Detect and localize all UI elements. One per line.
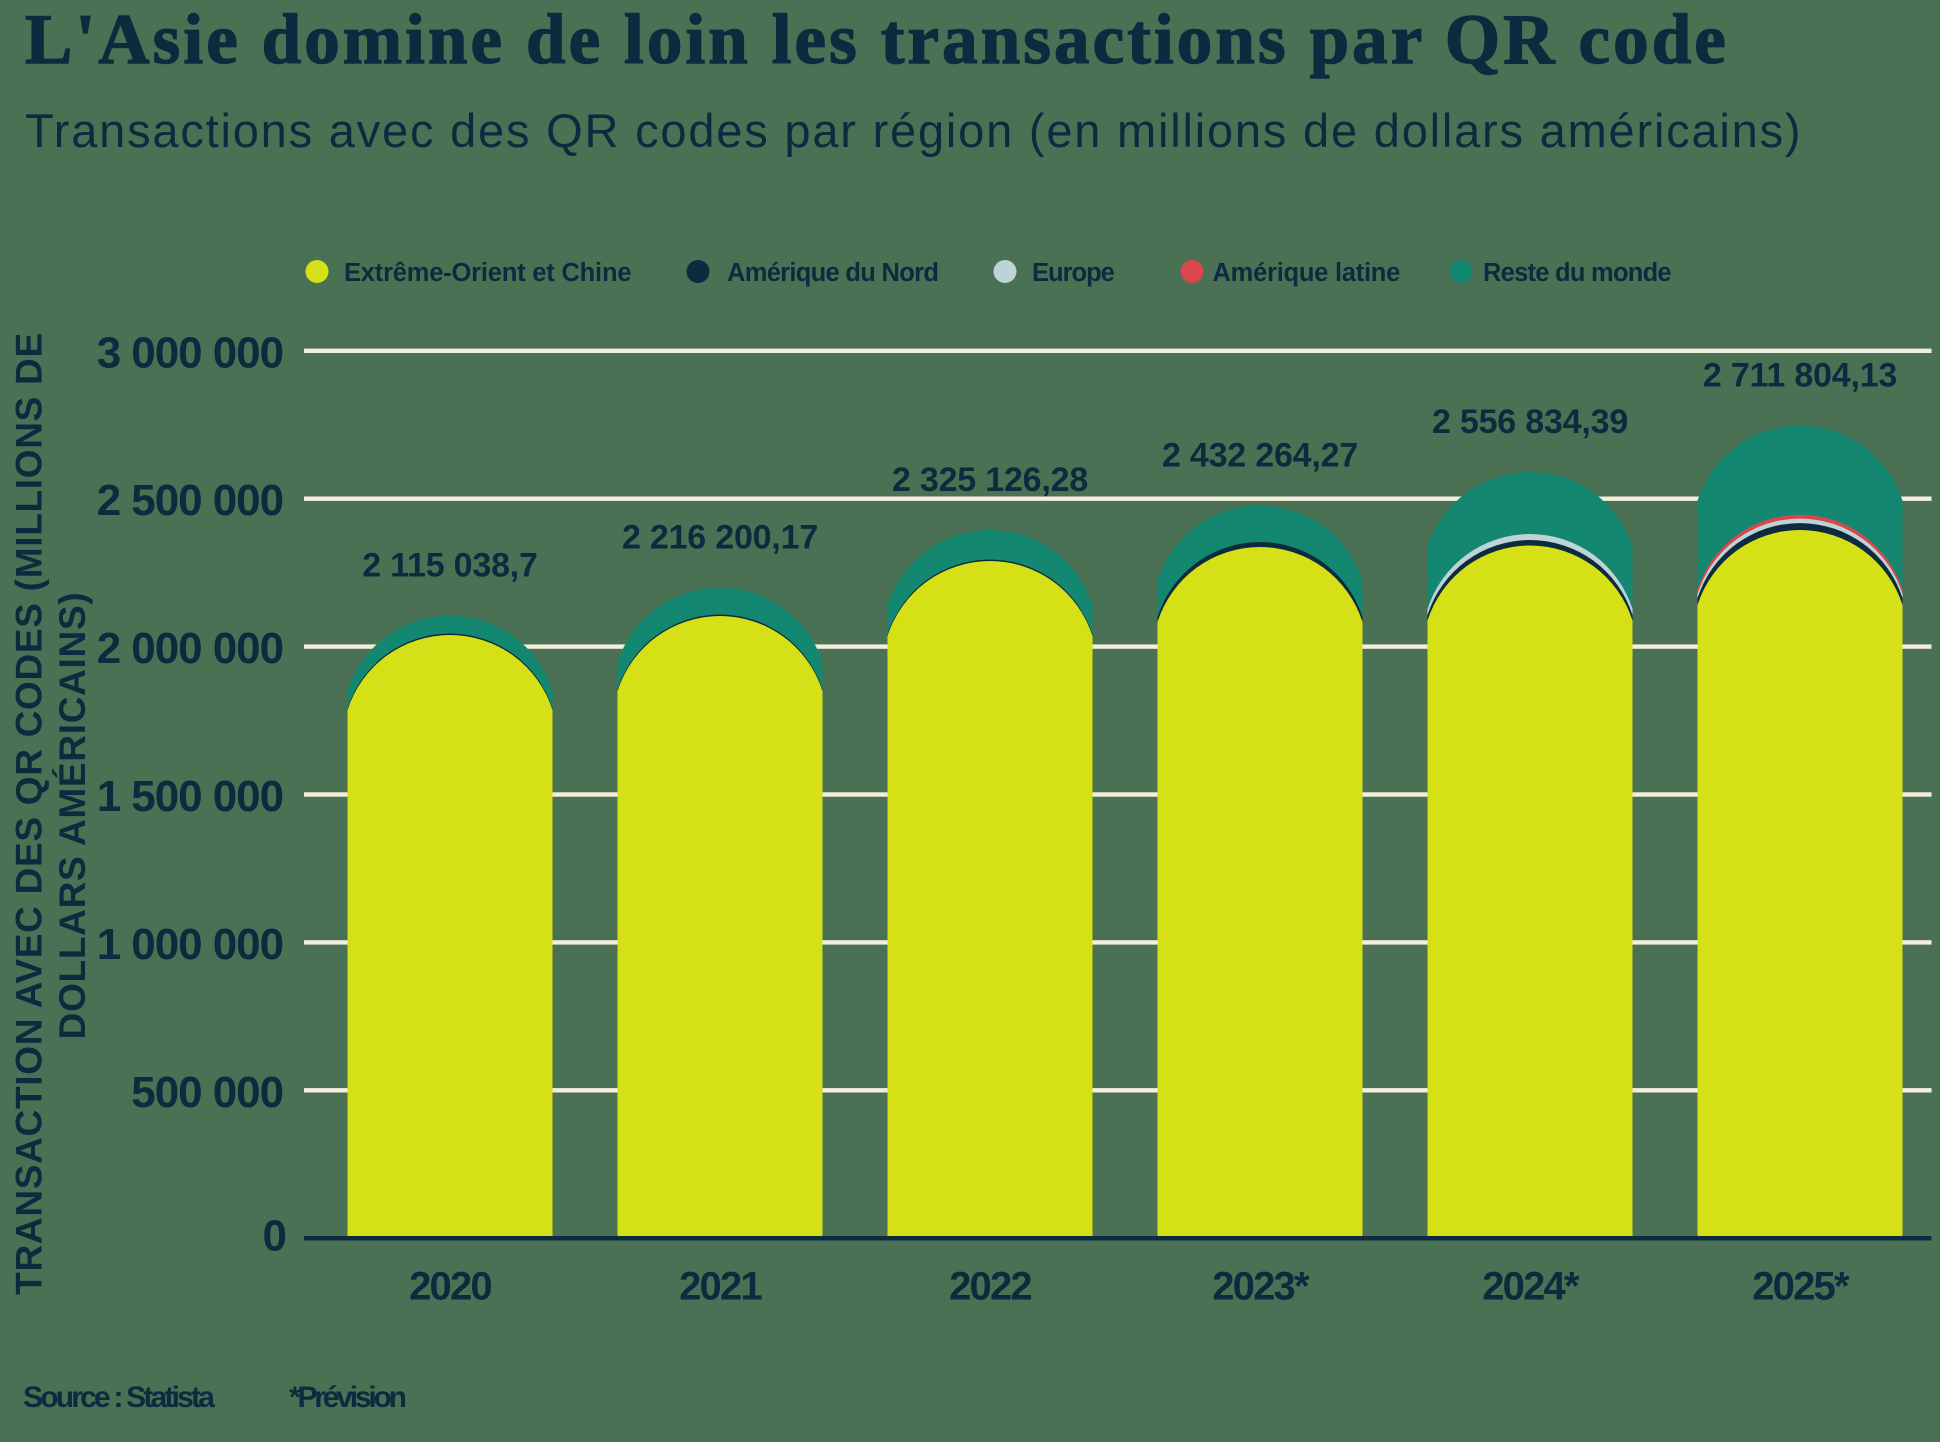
svg-text:Amérique du Nord: Amérique du Nord: [727, 259, 938, 287]
svg-text:Transactions avec des QR codes: Transactions avec des QR codes par régio…: [25, 104, 1802, 157]
svg-text:2 500 000: 2 500 000: [97, 476, 283, 525]
svg-text:Source : Statista: Source : Statista: [23, 1381, 215, 1414]
svg-text:3 000 000: 3 000 000: [97, 328, 283, 377]
svg-text:2 115 038,7: 2 115 038,7: [362, 546, 538, 584]
svg-text:2020: 2020: [409, 1265, 491, 1309]
svg-text:2 000 000: 2 000 000: [97, 624, 283, 673]
svg-text:2025*: 2025*: [1752, 1265, 1850, 1309]
svg-text:2023*: 2023*: [1212, 1265, 1310, 1309]
svg-text:1 500 000: 1 500 000: [97, 772, 283, 821]
svg-text:2 711 804,13: 2 711 804,13: [1703, 356, 1897, 394]
svg-text:1 000 000: 1 000 000: [97, 920, 283, 969]
svg-text:2 432 264,27: 2 432 264,27: [1162, 436, 1358, 474]
svg-text:2021: 2021: [679, 1265, 762, 1309]
svg-text:Europe: Europe: [1032, 259, 1115, 287]
svg-text:Extrême-Orient et Chine: Extrême-Orient et Chine: [344, 259, 631, 287]
svg-text:Amérique latine: Amérique latine: [1213, 259, 1401, 287]
svg-text:500 000: 500 000: [131, 1068, 283, 1117]
svg-text:2024*: 2024*: [1482, 1265, 1580, 1309]
svg-text:DOLLARS AMÉRICAINS): DOLLARS AMÉRICAINS): [52, 592, 93, 1040]
svg-text:0: 0: [263, 1212, 287, 1261]
svg-text:TRANSACTION AVEC DES QR CODES: TRANSACTION AVEC DES QR CODES (MILLIONS …: [9, 332, 50, 1295]
svg-text:*Prévision: *Prévision: [289, 1381, 406, 1414]
svg-text:2 325 126,28: 2 325 126,28: [892, 461, 1088, 499]
svg-text:2 556 834,39: 2 556 834,39: [1432, 403, 1628, 441]
svg-text:2022: 2022: [949, 1265, 1031, 1309]
svg-text:2 216 200,17: 2 216 200,17: [622, 518, 818, 556]
svg-text:L'Asie domine de loin les tran: L'Asie domine de loin les transactions p…: [25, 1, 1729, 79]
svg-text:Reste du monde: Reste du monde: [1483, 259, 1671, 287]
